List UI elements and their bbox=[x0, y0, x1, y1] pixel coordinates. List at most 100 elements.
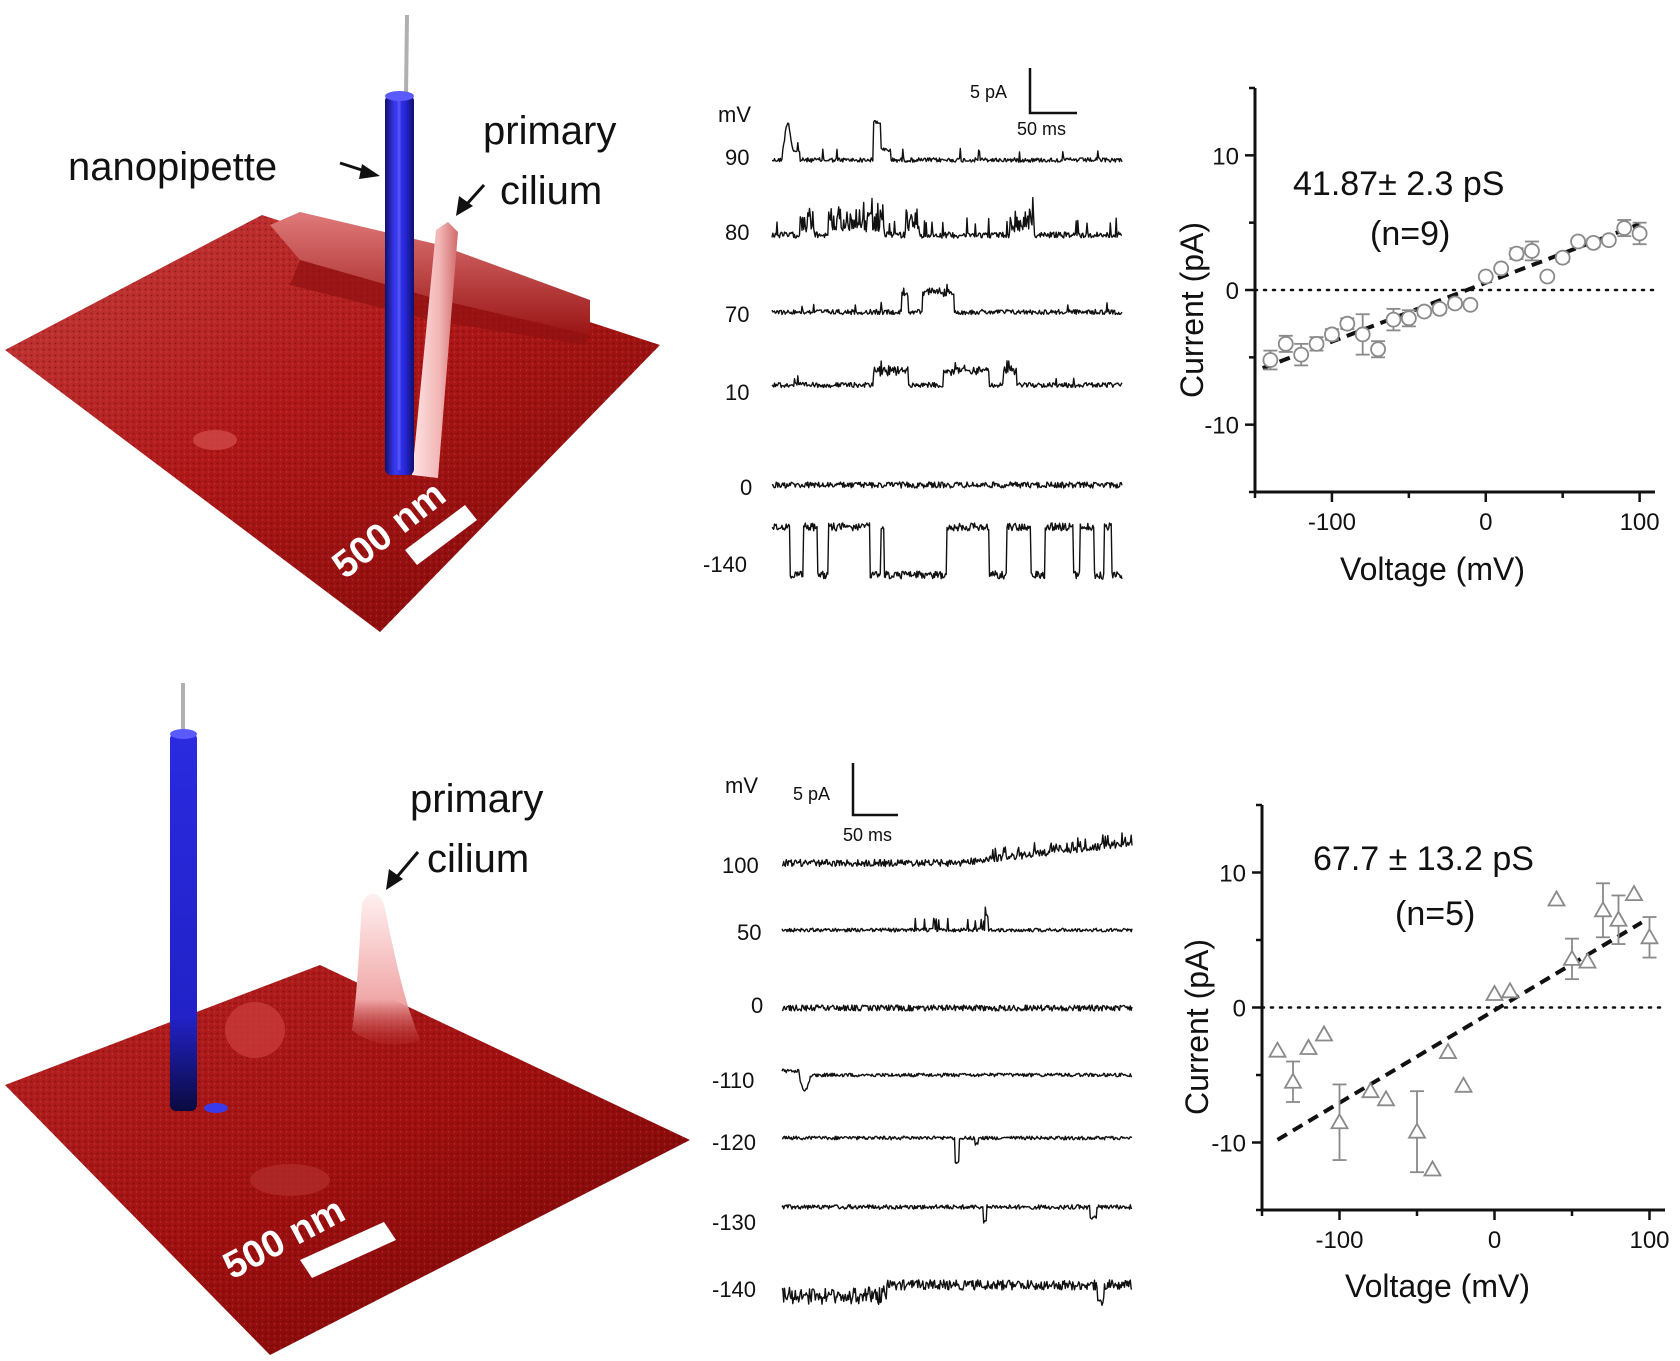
pipette-top-b bbox=[170, 729, 197, 739]
chart-1-point bbox=[1577, 951, 1598, 969]
chart-0-marker bbox=[1262, 352, 1279, 368]
traces-a-unit-label: mV bbox=[718, 102, 751, 127]
traces-a-scalebar: 5 pA 50 ms bbox=[970, 68, 1077, 139]
traces-b-scale-current: 5 pA bbox=[793, 784, 830, 804]
chart-0-marker bbox=[1308, 335, 1325, 352]
chart-1-point bbox=[1283, 1060, 1303, 1103]
chart-0-point bbox=[1416, 303, 1433, 320]
chart-b-conductance: 67.7 ± 13.2 pS bbox=[1313, 840, 1534, 878]
chart-a-xlabel: Voltage (mV) bbox=[1340, 551, 1525, 587]
chart-0-marker bbox=[1447, 295, 1463, 312]
chart-0-marker bbox=[1324, 326, 1340, 343]
chart-1-point bbox=[1484, 984, 1505, 1001]
trace-a-row-1 bbox=[771, 196, 1123, 239]
traces-b-scalebar: 5 pA 50 ms bbox=[793, 763, 898, 845]
chart-1-point bbox=[1639, 916, 1660, 959]
trace-a-row-3-label: 10 bbox=[725, 380, 749, 405]
chart-b-xlabel: Voltage (mV) bbox=[1345, 1268, 1530, 1304]
nanopipette-b bbox=[170, 733, 197, 1111]
chart-0-ytick-label: 10 bbox=[1212, 143, 1239, 170]
chart-0-point bbox=[1447, 295, 1463, 312]
chart-1-marker bbox=[1329, 1112, 1350, 1130]
chart-1-point bbox=[1624, 884, 1644, 901]
primary-cilium-a bbox=[412, 222, 458, 478]
chart-0-point bbox=[1339, 315, 1356, 332]
chart-1-marker bbox=[1608, 909, 1629, 927]
chart-1-marker bbox=[1360, 1081, 1381, 1099]
chart-0-marker bbox=[1600, 232, 1617, 249]
trace-a-row-3 bbox=[771, 360, 1123, 389]
iv-chart-b: 67.7 ± 13.2 pS (n=5) Voltage (mV) Curren… bbox=[1179, 803, 1670, 1304]
cilium-arrow-a bbox=[464, 183, 486, 207]
chart-a-ylabel: Current (pA) bbox=[1174, 222, 1210, 398]
chart-0-marker bbox=[1539, 268, 1556, 285]
traces-a-paths bbox=[771, 119, 1123, 580]
surface-bump-b2 bbox=[250, 1164, 330, 1196]
chart-0-point bbox=[1385, 307, 1402, 332]
scalebar-block-b bbox=[300, 1222, 396, 1278]
chart-0-point bbox=[1508, 245, 1525, 262]
chart-1-point bbox=[1500, 981, 1520, 999]
chart-1-point bbox=[1422, 1159, 1443, 1177]
surface-panel-b: 500 nm primary cilium bbox=[5, 683, 690, 1355]
traces-a-scalebar-lines bbox=[1028, 68, 1077, 115]
chart-0-marker bbox=[1293, 346, 1310, 363]
chart-1-point bbox=[1407, 1090, 1427, 1174]
trace-a-row-1-label: 80 bbox=[725, 220, 749, 245]
trace-b-row-1-label: 50 bbox=[737, 920, 761, 945]
chart-1-point bbox=[1453, 1075, 1474, 1093]
pipette-tip-b bbox=[204, 1103, 228, 1113]
nanopipette-label: nanopipette bbox=[68, 145, 277, 189]
trace-a-row-0 bbox=[771, 119, 1123, 163]
chart-1-point bbox=[1546, 889, 1567, 907]
chart-0-point bbox=[1524, 240, 1540, 262]
chart-0-marker bbox=[1493, 260, 1510, 277]
chart-1-marker bbox=[1267, 1040, 1288, 1058]
chart-0-point bbox=[1370, 340, 1386, 359]
trace-b-row-3 bbox=[781, 1068, 1133, 1092]
chart-0-point bbox=[1262, 349, 1279, 371]
chart-1-point bbox=[1314, 1024, 1334, 1042]
chart-0-point bbox=[1600, 232, 1617, 249]
chart-1-xtick-label: 100 bbox=[1629, 1227, 1669, 1254]
chart-0-marker bbox=[1585, 234, 1602, 251]
chart-1-marker bbox=[1283, 1071, 1303, 1089]
surface-bump-b1 bbox=[225, 1002, 285, 1058]
chart-1-xtick-label: 0 bbox=[1488, 1227, 1501, 1254]
nanopipette-arrowhead bbox=[359, 164, 380, 179]
chart-1-ytick-label: -10 bbox=[1211, 1131, 1246, 1158]
chart-1-xtick-label: -100 bbox=[1315, 1227, 1363, 1254]
chart-0-point bbox=[1308, 335, 1325, 352]
trace-a-row-2 bbox=[771, 283, 1123, 316]
traces-b-paths bbox=[781, 832, 1133, 1307]
chart-1-marker bbox=[1376, 1089, 1396, 1107]
chart-0-marker bbox=[1462, 296, 1479, 313]
afm-surface-b-texture bbox=[5, 965, 690, 1355]
chart-1-marker bbox=[1562, 949, 1582, 966]
trace-a-row-5 bbox=[771, 522, 1123, 580]
chart-0-point bbox=[1493, 260, 1510, 277]
chart-1-point bbox=[1562, 937, 1582, 981]
pipette-top-a bbox=[385, 91, 414, 101]
chart-1-point bbox=[1267, 1040, 1288, 1058]
chart-b-n: (n=5) bbox=[1395, 895, 1475, 933]
scalebar-block-a bbox=[405, 505, 477, 565]
chart-0-point bbox=[1354, 313, 1371, 356]
trace-a-row-4-label: 0 bbox=[740, 475, 752, 500]
chart-1-marker bbox=[1438, 1042, 1458, 1059]
chart-0-marker bbox=[1400, 310, 1417, 327]
chart-1-ytick-label: 10 bbox=[1219, 861, 1246, 888]
traces-panel-b: mV 5 pA 50 ms 100 50 0 -110 -120 -130 -1… bbox=[712, 763, 1133, 1307]
trace-b-row-6 bbox=[781, 1279, 1133, 1307]
chart-0-xtick-label: -100 bbox=[1308, 509, 1356, 536]
chart-0-point bbox=[1431, 300, 1448, 317]
chart-0-point bbox=[1477, 268, 1494, 285]
chart-0-marker bbox=[1616, 220, 1633, 236]
trace-b-row-0 bbox=[781, 832, 1133, 868]
traces-panel-a: mV 5 pA 50 ms 90 80 70 10 0 -140 bbox=[703, 68, 1123, 580]
chart-1-point bbox=[1438, 1042, 1458, 1059]
chart-0-point bbox=[1400, 309, 1417, 328]
